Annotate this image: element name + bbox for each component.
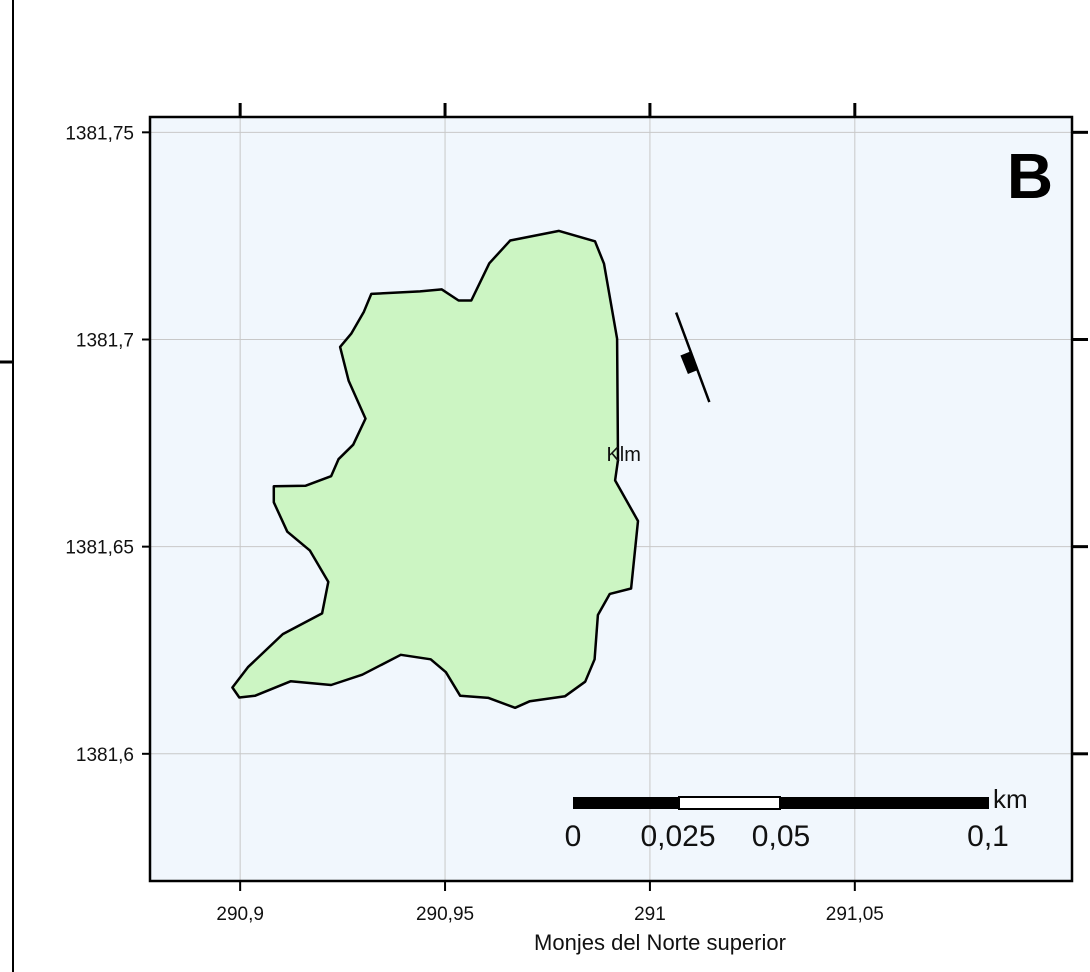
y-tick-labels: 1381,75 1381,7 1381,65 1381,6 <box>65 123 134 765</box>
scale-label-1: 0,025 <box>640 820 715 853</box>
scale-bar-segment-2 <box>678 796 781 810</box>
scale-bar: km 0 0,025 0,05 0,1 <box>565 784 1028 853</box>
x-tick-label-2: 291 <box>634 904 666 925</box>
x-tick-label-1: 290,95 <box>416 904 474 925</box>
x-tick-label-0: 290,9 <box>216 904 264 925</box>
scale-bar-segment-1 <box>573 797 679 809</box>
scale-bar-unit: km <box>993 784 1028 814</box>
y-tick-label-2: 1381,65 <box>65 538 134 559</box>
scale-bar-segment-3 <box>780 797 989 809</box>
map-frame <box>148 115 1074 883</box>
y-tick-label-1: 1381,7 <box>76 330 134 351</box>
unit-label: Klm <box>606 444 640 466</box>
geologic-unit-klm[interactable] <box>231 229 640 710</box>
site-marker[interactable] <box>680 351 699 375</box>
y-tick-label-0: 1381,75 <box>65 123 134 144</box>
panel-letter: B <box>1007 140 1053 212</box>
scale-label-0: 0 <box>565 820 582 853</box>
scale-label-2: 0,05 <box>752 820 810 853</box>
x-tick-label-3: 291,05 <box>826 904 884 925</box>
x-tick-labels: 290,9 290,95 291 291,05 <box>216 904 884 925</box>
y-tick-label-3: 1381,6 <box>76 745 134 766</box>
scale-label-3: 0,1 <box>967 820 1009 853</box>
tick-marks <box>142 103 1088 891</box>
x-axis-title: Monjes del Norte superior <box>534 930 786 955</box>
